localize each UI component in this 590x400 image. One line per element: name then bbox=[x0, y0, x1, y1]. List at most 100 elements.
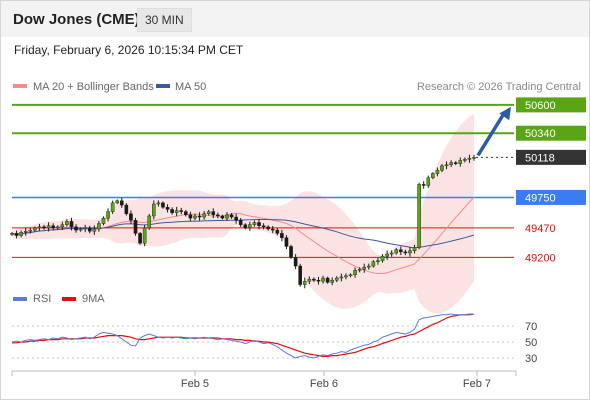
candle-body bbox=[307, 278, 312, 282]
candle-body bbox=[229, 214, 234, 218]
credit-text: Research © 2026 Trading Central bbox=[417, 81, 581, 93]
candle-body bbox=[87, 227, 92, 232]
level-badge-50118 bbox=[516, 149, 586, 165]
candle-body bbox=[385, 253, 389, 257]
candle-body bbox=[458, 160, 463, 164]
candle-body bbox=[206, 211, 211, 214]
candle-body bbox=[298, 265, 302, 285]
candle-body bbox=[330, 280, 334, 283]
candle-body bbox=[371, 261, 376, 267]
level-badge-49750 bbox=[516, 189, 586, 205]
candle-body bbox=[133, 220, 138, 234]
rsi-tick-30: 30 bbox=[525, 353, 537, 365]
candle-body bbox=[142, 227, 147, 244]
candle-body bbox=[106, 211, 110, 219]
candle-body bbox=[234, 216, 238, 221]
candle-body bbox=[257, 222, 261, 226]
candle-body bbox=[408, 250, 412, 254]
level-label-49470: 49470 bbox=[525, 223, 556, 235]
candle-body bbox=[225, 214, 229, 219]
candle-body bbox=[293, 257, 298, 267]
candle-body bbox=[152, 203, 156, 217]
candle-body bbox=[69, 221, 74, 228]
ma20-legend-swatch bbox=[13, 84, 27, 88]
candle-body bbox=[426, 177, 431, 186]
candle-body bbox=[138, 233, 142, 244]
candle-body bbox=[266, 226, 270, 230]
candle-body bbox=[156, 202, 161, 205]
candle-body bbox=[435, 170, 440, 174]
candle-body bbox=[10, 233, 14, 235]
candle-body bbox=[403, 251, 408, 254]
candle-body bbox=[211, 211, 216, 216]
ma50-legend-label: MA 50 bbox=[175, 81, 206, 93]
candle-body bbox=[389, 252, 394, 255]
candle-body bbox=[444, 164, 449, 167]
candle-body bbox=[115, 200, 120, 204]
candle-body bbox=[55, 226, 60, 229]
timeframe-badge[interactable]: 30 MIN bbox=[137, 8, 192, 32]
candle-body bbox=[238, 220, 243, 225]
candle-body bbox=[161, 202, 165, 208]
candle-body bbox=[65, 221, 69, 225]
candle-body bbox=[440, 165, 444, 171]
candle-body bbox=[261, 225, 266, 228]
candle-body bbox=[243, 224, 248, 229]
candle-body bbox=[380, 256, 385, 261]
forecast-arrow-head bbox=[499, 106, 511, 121]
candle-body bbox=[14, 233, 19, 236]
candle-body bbox=[316, 280, 321, 282]
price-plot: 50600 50340 50118 49750 49470 49200 bbox=[10, 97, 586, 314]
rsi-plot: 70 50 30 bbox=[11, 313, 537, 365]
level-badge-50600 bbox=[516, 97, 586, 113]
candle-body bbox=[412, 247, 417, 252]
rsi-tick-50: 50 bbox=[525, 337, 537, 349]
candle-body bbox=[270, 228, 275, 231]
candle-body bbox=[28, 229, 33, 232]
forecast-arrow-shaft bbox=[476, 110, 507, 157]
candle-body bbox=[248, 224, 252, 229]
candle-body bbox=[362, 266, 367, 270]
candle-body bbox=[170, 209, 174, 213]
candle-body bbox=[74, 226, 78, 231]
chart-header: Dow Jones (CME) 30 MIN bbox=[1, 1, 589, 37]
candle-body bbox=[184, 211, 188, 216]
candle-body bbox=[353, 270, 357, 275]
candle-body bbox=[357, 269, 362, 271]
candle-body bbox=[60, 224, 65, 228]
candle-body bbox=[399, 249, 403, 253]
candle-body bbox=[119, 200, 124, 206]
candle-body bbox=[312, 278, 316, 281]
candle-body bbox=[23, 230, 28, 233]
rsi-line bbox=[11, 313, 474, 359]
rsi-tick-70: 70 bbox=[525, 321, 537, 333]
candle-body bbox=[325, 277, 330, 283]
time-axis: Feb 5 Feb 6 Feb 7 bbox=[11, 370, 517, 390]
candle-body bbox=[472, 157, 476, 159]
candle-body bbox=[216, 214, 220, 217]
ma50-legend-swatch bbox=[156, 84, 170, 88]
candle-body bbox=[179, 210, 184, 212]
candle-body bbox=[42, 226, 46, 229]
candle-body bbox=[275, 229, 280, 234]
rsi-9ma-line bbox=[12, 313, 475, 357]
rsi-legend-swatch bbox=[13, 297, 27, 301]
ma9-legend-swatch bbox=[62, 297, 76, 301]
time-tick-label: Feb 5 bbox=[181, 378, 209, 390]
time-tick-label: Feb 6 bbox=[310, 378, 338, 390]
candle-body bbox=[188, 214, 193, 219]
candle-body bbox=[101, 217, 106, 224]
level-badge-text-50600: 50600 bbox=[525, 100, 556, 112]
candle-body bbox=[449, 162, 453, 165]
level-badge-text-50118: 50118 bbox=[525, 152, 555, 164]
candle-body bbox=[463, 159, 467, 161]
candle-body bbox=[19, 232, 23, 236]
candle-body bbox=[431, 173, 435, 179]
candle-body bbox=[344, 275, 348, 278]
level-badge-50340 bbox=[516, 125, 586, 141]
candle-body bbox=[394, 249, 399, 254]
candle-body bbox=[51, 225, 55, 229]
instrument-title: Dow Jones (CME) bbox=[13, 11, 140, 28]
